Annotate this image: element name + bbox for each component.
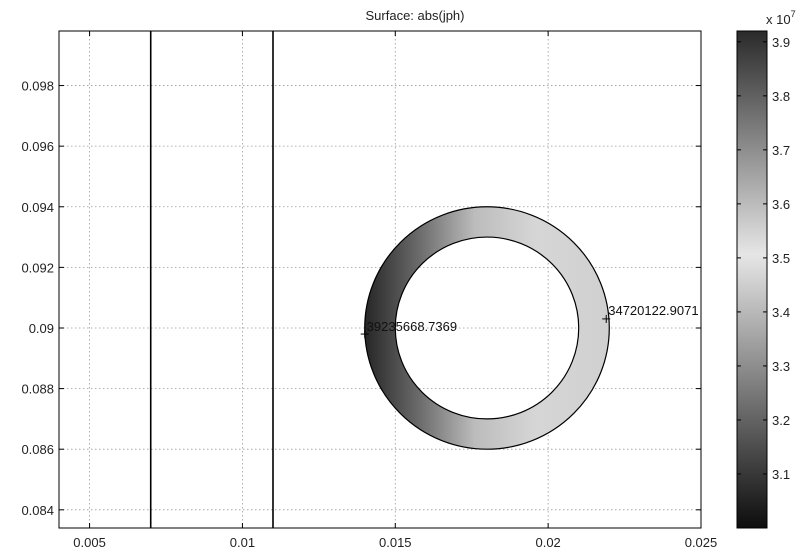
- annotations: 39235668.7369 34720122.9071: [360, 303, 699, 339]
- colorbar-tick-label: 3.1: [772, 467, 790, 482]
- colorbar-multiplier-exponent: 7: [791, 9, 796, 19]
- x-tick-label: 0.015: [379, 535, 412, 549]
- y-tick-label: 0.09: [29, 321, 54, 336]
- x-tick-label: 0.005: [73, 535, 106, 549]
- y-tick-label: 0.096: [21, 139, 54, 154]
- colorbar-tick-label: 3.3: [772, 359, 790, 374]
- colorbar-ticks: 3.1 3.2 3.3 3.4 3.5 3.6 3.7 3.8 3.9: [737, 35, 790, 482]
- y-tick-label: 0.088: [21, 382, 54, 397]
- chart-title: Surface: abs(jph): [366, 8, 465, 23]
- plot-frame: [58, 30, 702, 529]
- y-tick-label: 0.092: [21, 260, 54, 275]
- colorbar-tick-label: 3.4: [772, 305, 790, 320]
- y-axis-ticks: 0.084 0.086 0.088 0.09 0.092 0.094 0.096 0.098: [21, 79, 701, 518]
- colorbar-tick-label: 3.9: [772, 35, 790, 50]
- vertical-boundary-lines: [149, 31, 274, 528]
- colorbar-tick-label: 3.5: [772, 251, 790, 266]
- colorbar-tick-label: 3.7: [772, 143, 790, 158]
- y-tick-label: 0.094: [21, 200, 54, 215]
- colorbar-multiplier: x 107: [766, 9, 796, 27]
- x-axis-ticks: 0.005 0.01 0.015 0.02 0.025: [73, 31, 717, 549]
- colorbar-tick-label: 3.2: [772, 413, 790, 428]
- annotation-label: 34720122.9071: [608, 303, 698, 318]
- annotation-label: 39235668.7369: [367, 319, 457, 334]
- y-tick-label: 0.098: [21, 79, 54, 94]
- x-tick-label: 0.025: [685, 535, 718, 549]
- colorbar: [736, 30, 768, 529]
- y-tick-label: 0.084: [21, 503, 54, 518]
- annulus-surface: [364, 206, 610, 450]
- colorbar-tick-label: 3.6: [772, 197, 790, 212]
- y-tick-label: 0.086: [21, 442, 54, 457]
- colorbar-tick-label: 3.8: [772, 89, 790, 104]
- x-tick-label: 0.02: [535, 535, 560, 549]
- x-tick-label: 0.01: [230, 535, 255, 549]
- annulus-ring: [364, 206, 610, 450]
